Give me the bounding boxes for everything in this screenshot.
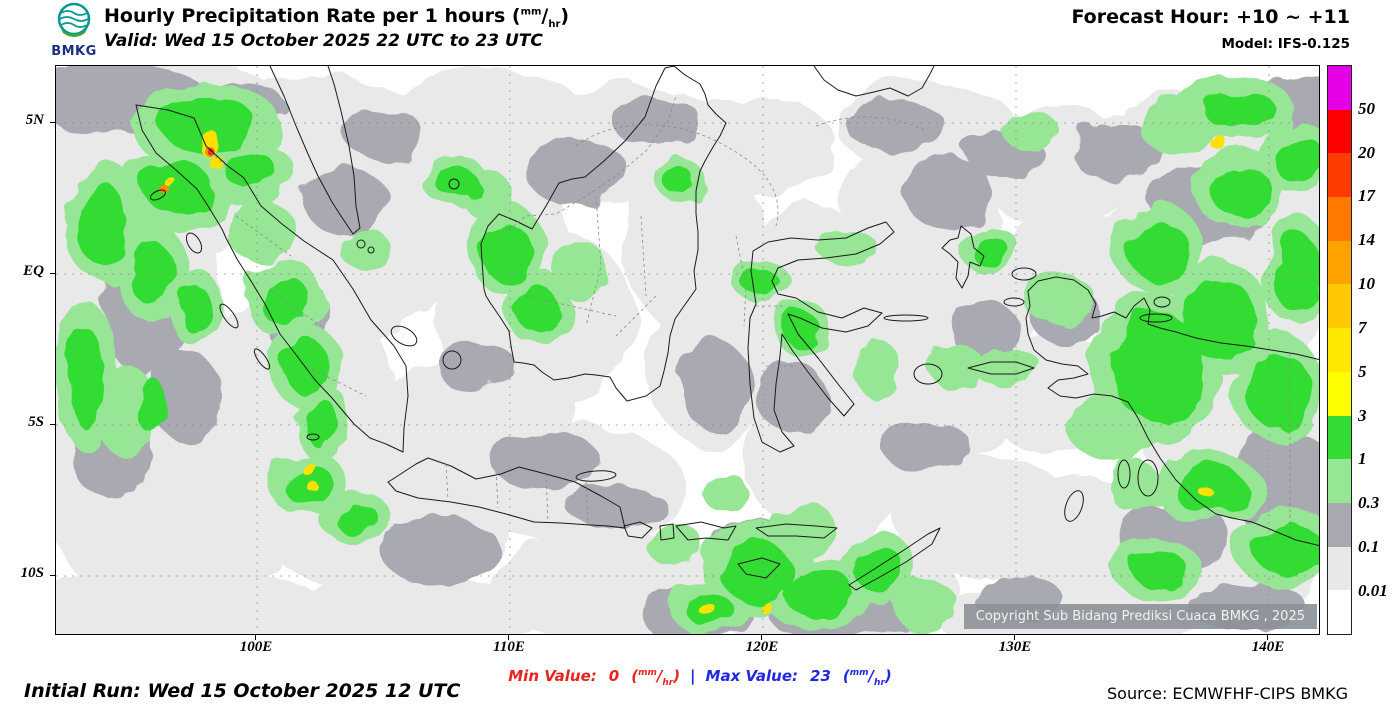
lon-label-130e: 130E [998, 639, 1032, 655]
axis-tick [1267, 635, 1268, 640]
legend-segment [1328, 153, 1351, 198]
title-unit-numerator: mm [520, 6, 542, 18]
legend-segment [1328, 66, 1351, 110]
legend-label: 20 [1358, 143, 1375, 162]
legend-label: 0.01 [1358, 581, 1388, 600]
axis-tick [50, 273, 55, 274]
initial-run-label: Initial Run: Wed 15 October 2025 12 UTC [24, 680, 461, 702]
bmkg-logo: BMKG [50, 2, 98, 59]
lat-label-5s: 5S [28, 414, 44, 430]
lon-label-140e: 140E [1251, 639, 1285, 655]
min-value: Min Value: 0 (mm/hr) [508, 667, 681, 688]
axis-tick [50, 575, 55, 576]
source-label: Source: ECMWFHF-CIPS BMKG [1107, 684, 1348, 703]
latitude-axis: 5N EQ 5S 10S [0, 65, 50, 635]
map-canvas [56, 66, 1319, 634]
axis-tick [1014, 635, 1015, 640]
graticule [56, 66, 1319, 634]
legend-label: 3 [1358, 406, 1367, 425]
lon-label-110e: 110E [493, 639, 525, 655]
legend-label: 1 [1358, 449, 1367, 468]
legend-label: 0.3 [1358, 493, 1380, 512]
longitude-axis: 100E 110E 120E 130E 140E [55, 639, 1320, 659]
title-unit-denominator: hr [548, 18, 561, 30]
legend-label: 14 [1358, 230, 1375, 249]
minmax-values: Min Value: 0 (mm/hr) | Max Value: 23 (mm… [380, 667, 1020, 688]
axis-tick [255, 635, 256, 640]
legend-segment [1328, 109, 1351, 154]
bmkg-logo-text: BMKG [51, 44, 97, 59]
legend-segment [1328, 328, 1351, 372]
legend-segment [1328, 459, 1351, 503]
legend-segment [1328, 371, 1351, 416]
model-label: Model: IFS-0.125 [1221, 36, 1350, 52]
lon-label-120e: 120E [745, 639, 779, 655]
legend-segment [1328, 590, 1351, 634]
precipitation-map: Copyright Sub Bidang Prediksi Cuaca BMKG… [55, 65, 1320, 635]
legend-label: 10 [1358, 274, 1375, 293]
admin-borders [205, 95, 1291, 536]
lat-label-eq: EQ [23, 263, 44, 279]
legend-label: 0.1 [1358, 537, 1380, 556]
color-scale-labels: 50 20 17 14 10 7 5 3 1 0.3 0.1 0.01 [1358, 65, 1400, 635]
axis-tick [50, 122, 55, 123]
max-value: Max Value: 23 (mm/hr) [705, 667, 892, 688]
legend-segment [1328, 284, 1351, 329]
minmax-separator: | [690, 667, 696, 685]
legend-segment [1328, 546, 1351, 591]
axis-tick [50, 424, 55, 425]
legend-label: 5 [1358, 362, 1367, 381]
color-scale-bar [1327, 65, 1352, 635]
copyright-notice: Copyright Sub Bidang Prediksi Cuaca BMKG… [963, 604, 1317, 629]
coastlines [135, 66, 1319, 591]
lat-label-5n: 5N [25, 112, 44, 128]
lon-label-100e: 100E [239, 639, 273, 655]
axis-tick [508, 635, 509, 640]
bmkg-logo-icon [57, 2, 91, 37]
legend-label: 7 [1358, 318, 1367, 337]
legend-segment [1328, 415, 1351, 460]
legend-label: 17 [1358, 186, 1375, 205]
legend-segment [1328, 502, 1351, 547]
legend-segment [1328, 197, 1351, 241]
page-title: Hourly Precipitation Rate per 1 hours (m… [104, 5, 570, 30]
forecast-hour-label: Forecast Hour: +10 ~ +11 [1071, 6, 1350, 28]
legend-label: 50 [1358, 99, 1375, 118]
valid-time-label: Valid: Wed 15 October 2025 22 UTC to 23 … [104, 31, 543, 51]
legend-segment [1328, 240, 1351, 285]
lat-label-10s: 10S [20, 565, 44, 581]
axis-tick [761, 635, 762, 640]
